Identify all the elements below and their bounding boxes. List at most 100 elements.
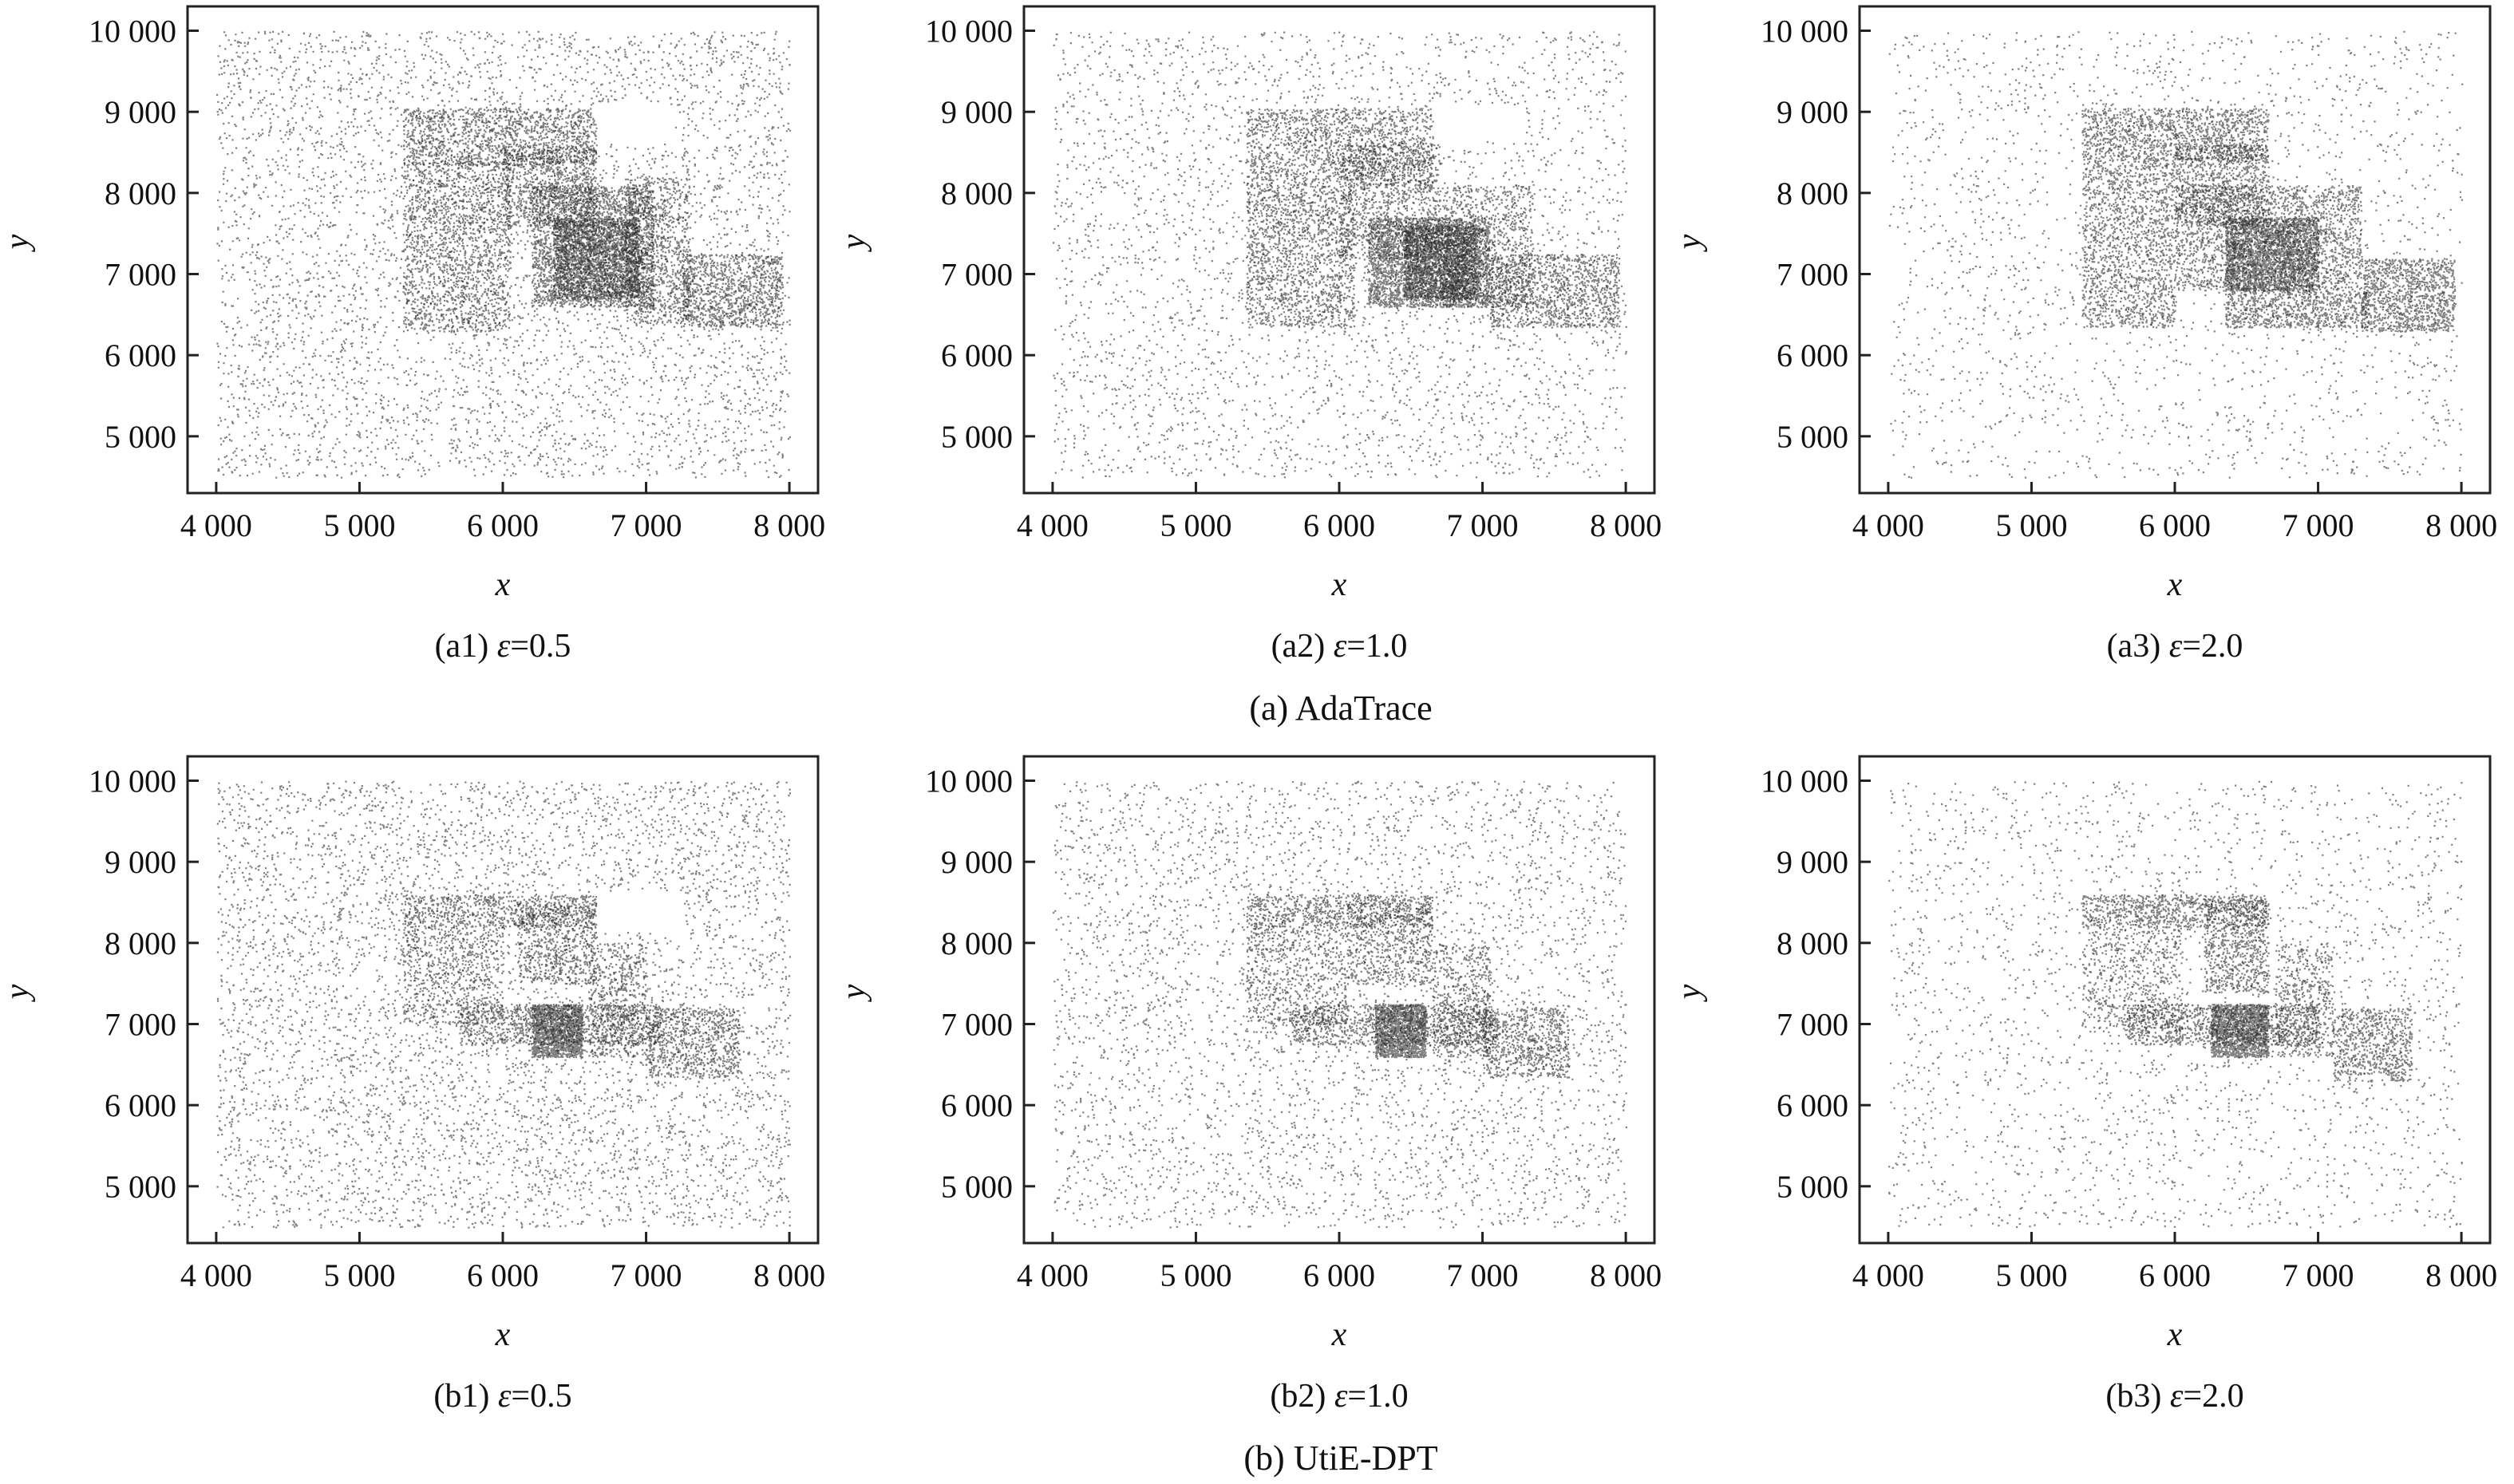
scatter-points-cluster-b3-7 — [2332, 1008, 2413, 1083]
y-axis-label: y — [836, 984, 872, 1002]
y-tick-label: 10 000 — [1761, 764, 1848, 799]
y-tick-label: 9 000 — [1777, 844, 1848, 880]
y-tick-label: 5 000 — [941, 419, 1013, 455]
scatter-points-cluster-a3-7 — [2361, 258, 2457, 333]
x-tick-label: 4 000 — [1017, 507, 1089, 543]
y-tick-label: 6 000 — [1777, 1087, 1848, 1123]
y-tick-label: 6 000 — [105, 337, 176, 373]
x-tick-label: 8 000 — [1590, 507, 1662, 543]
scatter-points-cluster-a2-6 — [1439, 184, 1535, 309]
y-tick-label: 8 000 — [105, 926, 176, 961]
x-tick-label: 5 000 — [323, 1257, 395, 1293]
panel-b2: 4 000 5 000 6 000 7 000 8 000 5 000 6 000 7 000… — [836, 755, 1662, 1415]
x-tick-label: 4 000 — [180, 1257, 252, 1293]
x-tick-label: 7 000 — [1447, 1257, 1519, 1293]
x-tick-label: 7 000 — [1447, 507, 1519, 543]
scatter-points-cluster-a1-7 — [682, 254, 785, 329]
scatter-points-cluster-a3-4 — [2175, 184, 2363, 292]
x-axis-label: x — [495, 1316, 511, 1353]
x-tick-label: 4 000 — [180, 507, 252, 543]
panel-caption-a2: (a2) ε=1.0 — [1271, 628, 1408, 665]
y-axis-label: y — [1671, 984, 1708, 1002]
panel-b1: 4 000 5 000 6 000 7 000 8 000 5 000 6 000 7 000… — [0, 755, 825, 1415]
scatter-points-background-b2 — [1053, 780, 1627, 1229]
scatter-points-cluster-b2-3 — [1346, 902, 1434, 985]
scatter-points-cluster-a2-2 — [1246, 184, 1356, 329]
y-tick-label: 6 000 — [105, 1087, 176, 1123]
scatter-points-cluster-b1-2 — [402, 926, 504, 1025]
y-tick-label: 9 000 — [941, 844, 1013, 880]
x-tick-label: 6 000 — [467, 507, 539, 543]
scatter-points-cluster-b2-7 — [1482, 1008, 1571, 1079]
scatter-points-cluster-b3-3 — [2204, 898, 2270, 993]
y-tick-label: 7 000 — [941, 257, 1013, 293]
y-axis-label: y — [0, 234, 36, 252]
x-tick-label: 4 000 — [1017, 1257, 1089, 1293]
y-axis-label: y — [1671, 234, 1708, 252]
x-tick-label: 4 000 — [1852, 507, 1924, 543]
y-tick-label: 7 000 — [1777, 257, 1848, 293]
panel-a2: 4 000 5 000 6 000 7 000 8 000 5 000 6 000 7 000… — [836, 5, 1662, 665]
panel-caption-a3: (a3) ε=2.0 — [2107, 628, 2243, 665]
scatter-points-cluster-b3-2 — [2081, 926, 2184, 1030]
scatter-points-cluster-b2-1 — [1246, 894, 1434, 929]
y-tick-label: 10 000 — [925, 764, 1013, 799]
group-caption-a: (a) AdaTrace — [1249, 689, 1432, 728]
x-axis-label: x — [2167, 1316, 2183, 1353]
y-tick-label: 5 000 — [1777, 419, 1848, 455]
panel-caption-a1: (a1) ε=0.5 — [435, 628, 571, 665]
scatter-points-cluster-b1-7 — [646, 1008, 741, 1079]
y-tick-label: 7 000 — [1777, 1007, 1848, 1043]
scatter-points-cluster-b3-6 — [2275, 943, 2334, 1058]
y-tick-label: 7 000 — [105, 1007, 176, 1043]
scatter-points-cluster-b1-6 — [589, 942, 648, 1059]
y-tick-label: 6 000 — [941, 337, 1013, 373]
y-tick-label: 5 000 — [941, 1169, 1013, 1205]
y-tick-label: 5 000 — [105, 1169, 176, 1205]
scatter-points-cluster-b1-3 — [517, 902, 598, 985]
y-tick-label: 5 000 — [105, 419, 176, 455]
y-tick-label: 8 000 — [105, 176, 176, 211]
x-tick-label: 8 000 — [2425, 1257, 2497, 1293]
x-axis-label: x — [1331, 566, 1347, 603]
scatter-points-cluster-a2-4 — [1368, 217, 1492, 309]
x-tick-label: 4 000 — [1852, 1257, 1924, 1293]
x-tick-label: 6 000 — [1303, 1257, 1375, 1293]
y-tick-label: 7 000 — [105, 257, 176, 293]
scatter-points-cluster-a3-5 — [2224, 217, 2320, 292]
y-tick-label: 7 000 — [941, 1007, 1013, 1043]
scatter-points-background-a3 — [1888, 30, 2464, 479]
x-tick-label: 5 000 — [1160, 507, 1231, 543]
scatter-points-cluster-b1-1 — [402, 894, 598, 929]
scatter-points-cluster-b3-4 — [2125, 1004, 2320, 1047]
panel-a1: 4 000 5 000 6 000 7 000 8 000 5 000 6 000 7 000… — [0, 5, 825, 665]
panel-caption-b2: (b2) ε=1.0 — [1270, 1378, 1408, 1415]
y-tick-label: 10 000 — [89, 764, 176, 799]
y-tick-label: 9 000 — [1777, 94, 1848, 130]
x-tick-label: 7 000 — [2283, 507, 2354, 543]
x-tick-label: 8 000 — [2425, 507, 2497, 543]
x-tick-label: 6 000 — [1303, 507, 1375, 543]
y-tick-label: 5 000 — [1777, 1169, 1848, 1205]
scatter-points-cluster-a1-6 — [624, 176, 691, 325]
y-axis-label: y — [836, 234, 872, 252]
panel-a3: 4 000 5 000 6 000 7 000 8 000 5 000 6 000 7 000… — [1671, 5, 2497, 665]
scatter-points-cluster-a1-5 — [552, 217, 641, 301]
x-axis-label: x — [1331, 1316, 1347, 1353]
x-axis-label: x — [495, 566, 511, 603]
x-tick-label: 5 000 — [323, 507, 395, 543]
scatter-points-cluster-a2-7 — [1489, 254, 1621, 329]
x-tick-label: 8 000 — [1590, 1257, 1662, 1293]
x-tick-label: 5 000 — [1995, 1257, 2067, 1293]
y-tick-label: 10 000 — [89, 14, 176, 49]
y-tick-label: 6 000 — [941, 1087, 1013, 1123]
scatter-points-cluster-a3-3 — [2175, 144, 2270, 227]
x-tick-label: 7 000 — [2283, 1257, 2354, 1293]
scatter-points-cluster-a3-6 — [2225, 290, 2370, 329]
x-tick-label: 6 000 — [467, 1257, 539, 1293]
group-caption-b: (b) UtiE-DPT — [1243, 1439, 1437, 1478]
y-tick-label: 10 000 — [925, 14, 1013, 49]
panel-caption-b3: (b3) ε=2.0 — [2105, 1378, 2243, 1415]
panel-b3: 4 000 5 000 6 000 7 000 8 000 5 000 6 000 7 000… — [1671, 755, 2497, 1415]
scatter-points-cluster-b2-5 — [1374, 1004, 1427, 1059]
